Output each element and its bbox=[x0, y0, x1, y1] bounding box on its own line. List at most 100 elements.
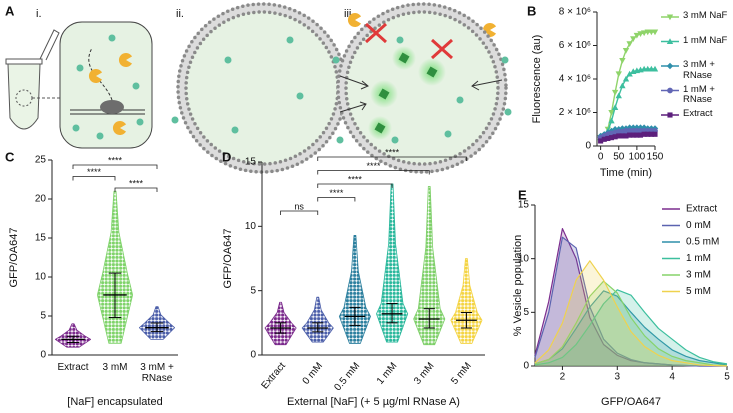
density-line bbox=[534, 280, 728, 367]
x-tick-label: 5 bbox=[724, 372, 730, 383]
marker bbox=[651, 65, 659, 72]
marker bbox=[608, 117, 615, 124]
panel-a-diagram: A i. ii. iii. bbox=[5, 2, 512, 174]
y-tick-label: 5 bbox=[40, 311, 46, 322]
marker bbox=[651, 29, 659, 36]
y-tick-label: 25 bbox=[35, 155, 47, 166]
swarm bbox=[338, 234, 371, 344]
panel-letter: A bbox=[5, 3, 15, 18]
marker bbox=[652, 131, 658, 137]
x-tick-label: 4 bbox=[669, 372, 675, 383]
area-fill bbox=[535, 289, 727, 366]
density-line bbox=[534, 290, 728, 366]
step-label: ii. bbox=[176, 8, 184, 20]
significance-bracket bbox=[317, 170, 430, 175]
marker bbox=[666, 14, 674, 21]
area-fill bbox=[535, 281, 727, 366]
step-label: iii. bbox=[344, 8, 354, 20]
y-axis-label: % Vesicle population bbox=[512, 235, 524, 337]
vesicle bbox=[176, 2, 508, 174]
swarm bbox=[54, 323, 92, 348]
series-line bbox=[600, 31, 655, 139]
x-tick-label: 2 bbox=[560, 372, 566, 383]
marker bbox=[622, 75, 630, 82]
x-tick-label: 3 mM + RNase bbox=[140, 362, 174, 384]
marker bbox=[619, 58, 626, 64]
marker bbox=[622, 47, 630, 54]
marker bbox=[615, 92, 622, 99]
marker bbox=[667, 87, 673, 94]
legend-label: 3 mM + RNase bbox=[683, 59, 715, 81]
area-fill bbox=[535, 290, 727, 366]
significance-label: **** bbox=[366, 161, 381, 171]
y-tick-label: 0 bbox=[250, 350, 256, 361]
marker bbox=[637, 31, 644, 37]
x-tick-label: 100 bbox=[629, 152, 646, 163]
marker bbox=[611, 89, 619, 96]
extract-box bbox=[59, 21, 153, 149]
panel-letter: B bbox=[527, 3, 536, 18]
legend-label: 5 mM bbox=[686, 286, 711, 297]
x-tick-label: 0.5 mM bbox=[332, 361, 362, 394]
swarm bbox=[96, 190, 134, 344]
y-tick-label: 10 bbox=[35, 272, 47, 283]
marker bbox=[619, 82, 626, 89]
significance-bracket bbox=[114, 187, 158, 192]
legend-label: 3 mM NaF bbox=[683, 10, 728, 21]
blocked bbox=[364, 22, 454, 60]
significance-label: **** bbox=[87, 167, 102, 177]
legend-label: 1 mM bbox=[686, 253, 711, 264]
y-tick-label: 0 bbox=[40, 350, 46, 361]
y-axis-label: Fluorescence (au) bbox=[531, 35, 543, 124]
panel-letter: C bbox=[5, 149, 15, 164]
significance-bracket bbox=[280, 210, 319, 215]
marker bbox=[626, 41, 633, 48]
gfp bbox=[368, 46, 446, 140]
legend-label: 0 mM bbox=[686, 220, 711, 231]
marker bbox=[630, 36, 637, 42]
y-axis-label: GFP/OA647 bbox=[222, 229, 234, 289]
y-tick-label: 8 × 10⁶ bbox=[559, 7, 591, 18]
marker bbox=[608, 109, 615, 116]
y-tick-label: 15 bbox=[518, 200, 530, 211]
x-axis-label: Time (min) bbox=[600, 167, 652, 179]
significance-label: ns bbox=[294, 201, 304, 211]
legend-label: Extract bbox=[683, 108, 713, 119]
x-tick-label: 5 mM bbox=[449, 361, 473, 387]
x-tick-label: 150 bbox=[647, 152, 664, 163]
y-tick-label: 0 bbox=[585, 141, 591, 152]
significance-label: **** bbox=[348, 174, 363, 184]
marker bbox=[640, 30, 648, 37]
y-tick-label: 15 bbox=[245, 157, 257, 168]
swarm bbox=[450, 258, 483, 344]
y-tick-label: 10 bbox=[518, 253, 530, 264]
marker bbox=[633, 32, 641, 39]
y-tick-label: 4 × 10⁶ bbox=[559, 74, 591, 85]
density-line bbox=[534, 260, 728, 367]
significance-bracket bbox=[317, 183, 393, 188]
x-tick-label: 50 bbox=[613, 152, 625, 163]
step-label: i. bbox=[36, 8, 42, 20]
y-tick-label: 20 bbox=[35, 194, 47, 205]
y-tick-label: 0 bbox=[523, 361, 529, 372]
marker bbox=[626, 70, 633, 77]
marker bbox=[615, 71, 622, 78]
marker bbox=[667, 112, 673, 118]
x-axis-label: External [NaF] (+ 5 µg/ml RNase A) bbox=[287, 396, 460, 408]
arrows bbox=[339, 75, 503, 113]
marker bbox=[611, 104, 619, 111]
y-tick-label: 5 bbox=[523, 307, 529, 318]
tube bbox=[7, 63, 41, 130]
significance-label: **** bbox=[385, 147, 400, 157]
swarm bbox=[301, 296, 334, 343]
area-fill bbox=[535, 237, 727, 366]
x-tick-label: 0 mM bbox=[301, 361, 325, 387]
y-tick-label: 15 bbox=[35, 233, 47, 244]
significance-label: **** bbox=[329, 188, 344, 198]
significance-bracket bbox=[72, 176, 116, 181]
tube-lid bbox=[5, 29, 60, 65]
x-axis-label: GFP/OA647 bbox=[601, 396, 661, 408]
significance-label: **** bbox=[108, 155, 123, 165]
